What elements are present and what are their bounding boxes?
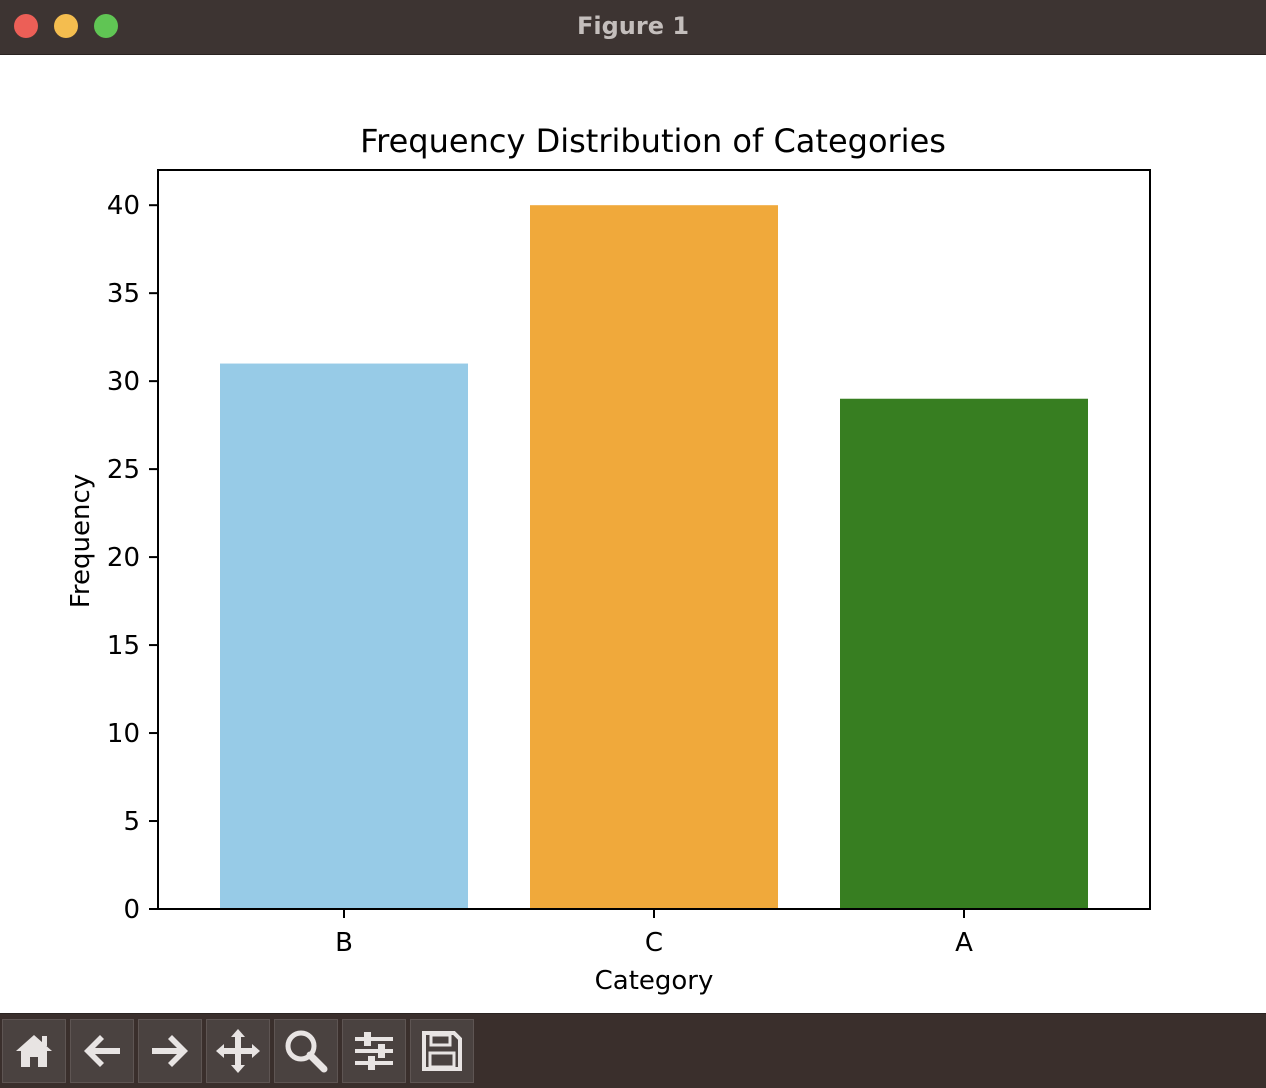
- navigation-toolbar: [0, 1013, 1266, 1088]
- y-tick-label: 30: [107, 367, 140, 397]
- configure-subplots-button[interactable]: [342, 1019, 406, 1083]
- bar-c: [530, 205, 778, 909]
- x-tick-label-b: B: [335, 928, 353, 958]
- zoom-button[interactable]: [274, 1019, 338, 1083]
- y-tick-label: 15: [107, 631, 140, 661]
- chart-title: Frequency Distribution of Categories: [360, 122, 946, 160]
- y-tick-label: 25: [107, 455, 140, 485]
- minimize-window-button[interactable]: [54, 14, 78, 38]
- pan-button[interactable]: [206, 1019, 270, 1083]
- y-tick-label: 10: [107, 719, 140, 749]
- x-tick-label-c: C: [645, 928, 663, 958]
- title-bar: Figure 1: [0, 0, 1266, 55]
- y-tick-label: 40: [107, 191, 140, 221]
- magnifier-icon: [285, 1030, 328, 1073]
- bar-a: [840, 398, 1088, 909]
- zoom-window-button[interactable]: [94, 14, 118, 38]
- floppy-disk-icon: [422, 1031, 462, 1071]
- window-title: Figure 1: [576, 12, 690, 40]
- arrow-left-icon: [84, 1035, 120, 1067]
- y-tick-label: 5: [123, 807, 140, 837]
- home-icon: [16, 1035, 52, 1067]
- bar-b: [220, 363, 468, 909]
- bars-group: [220, 205, 1088, 909]
- y-axis-label: Frequency: [66, 474, 96, 608]
- x-tick-label-a: A: [955, 928, 973, 958]
- y-tick-label: 20: [107, 543, 140, 573]
- back-button[interactable]: [70, 1019, 134, 1083]
- y-tick-label: 35: [107, 279, 140, 309]
- y-axis-ticks: 0 5 10 15 20 25 30 35 40: [107, 191, 158, 925]
- figure-canvas: Frequency Distribution of Categories 0 5 1…: [0, 55, 1266, 1013]
- y-tick-label: 0: [123, 895, 140, 925]
- forward-button[interactable]: [138, 1019, 202, 1083]
- x-axis-label: Category: [595, 966, 714, 996]
- move-icon: [216, 1029, 260, 1073]
- close-window-button[interactable]: [14, 14, 38, 38]
- sliders-icon: [355, 1032, 393, 1070]
- arrow-right-icon: [152, 1035, 188, 1067]
- save-button[interactable]: [410, 1019, 474, 1083]
- bar-chart: Frequency Distribution of Categories 0 5 1…: [66, 122, 1151, 996]
- home-button[interactable]: [2, 1019, 66, 1083]
